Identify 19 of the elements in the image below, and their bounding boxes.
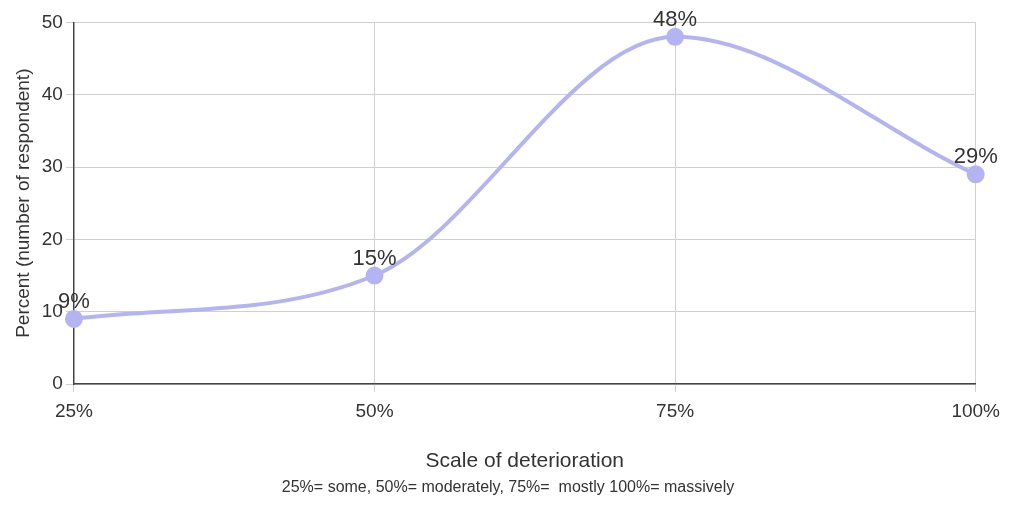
y-tick-label: 20	[41, 227, 63, 249]
point	[666, 27, 685, 46]
y-tick-label: 0	[52, 372, 63, 394]
point	[966, 165, 985, 184]
x-tick-label: 25%	[54, 399, 94, 421]
data-label: 29%	[953, 143, 998, 169]
text: 25%= some, 50%= moderately, 75%= mostly 100%= massively	[280, 478, 736, 496]
y-axis-title: Percent (number of respondent)	[11, 68, 33, 338]
data-label: 48%	[653, 5, 698, 31]
x-tick-label: 100%	[951, 399, 1001, 421]
point	[64, 309, 83, 328]
y-tick-label: 40	[41, 82, 63, 104]
x-tick-label: 50%	[355, 399, 394, 421]
point	[365, 266, 384, 285]
y-tick-label: 50	[41, 10, 63, 32]
x-axis-title: Scale of deterioration	[425, 448, 625, 472]
data-label: 15%	[352, 244, 397, 270]
x-tick-label: 75%	[656, 399, 695, 421]
y-tick-label: 30	[41, 155, 63, 177]
